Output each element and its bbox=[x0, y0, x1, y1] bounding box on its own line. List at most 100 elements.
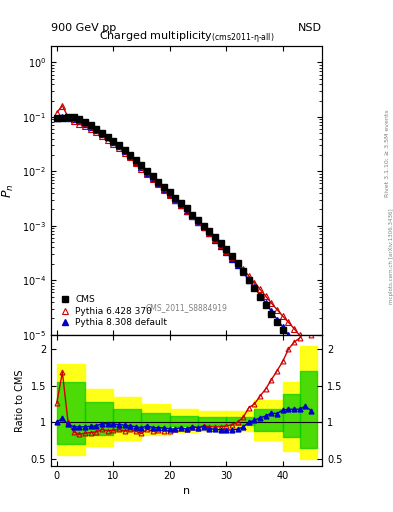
Pythia 6.428 370 bbox=[196, 219, 200, 225]
CMS bbox=[252, 285, 257, 291]
Pythia 8.308 default bbox=[134, 159, 138, 165]
Pythia 6.428 370 bbox=[162, 187, 167, 193]
CMS bbox=[224, 246, 229, 252]
Pythia 8.308 default bbox=[151, 175, 155, 181]
CMS bbox=[184, 205, 189, 211]
Pythia 8.308 default bbox=[235, 262, 240, 268]
CMS bbox=[241, 268, 246, 274]
CMS bbox=[156, 179, 161, 185]
Y-axis label: Ratio to CMS: Ratio to CMS bbox=[15, 369, 25, 432]
Pythia 6.428 370 bbox=[269, 300, 274, 306]
Pythia 6.428 370 bbox=[241, 266, 246, 272]
Pythia 6.428 370 bbox=[134, 160, 138, 166]
Pythia 8.308 default bbox=[263, 300, 268, 306]
Pythia 6.428 370 bbox=[258, 286, 263, 292]
CMS bbox=[292, 343, 296, 349]
X-axis label: n: n bbox=[183, 486, 190, 496]
Pythia 6.428 370 bbox=[94, 130, 99, 136]
Pythia 8.308 default bbox=[94, 127, 99, 133]
CMS bbox=[297, 351, 302, 357]
Pythia 6.428 370 bbox=[116, 145, 121, 151]
Pythia 8.308 default bbox=[105, 134, 110, 140]
Pythia 6.428 370 bbox=[145, 171, 149, 177]
CMS bbox=[66, 114, 70, 120]
Pythia 6.428 370 bbox=[263, 293, 268, 300]
CMS bbox=[60, 115, 65, 121]
Pythia 6.428 370 bbox=[235, 260, 240, 266]
CMS bbox=[286, 335, 291, 342]
CMS bbox=[111, 138, 116, 144]
CMS bbox=[116, 142, 121, 148]
Pythia 6.428 370 bbox=[72, 118, 76, 124]
Pythia 8.308 default bbox=[128, 153, 132, 159]
CMS bbox=[105, 134, 110, 140]
CMS bbox=[218, 240, 223, 246]
CMS bbox=[303, 358, 308, 365]
CMS bbox=[139, 162, 144, 168]
Pythia 6.428 370 bbox=[99, 133, 104, 139]
Pythia 6.428 370 bbox=[292, 326, 296, 332]
Pythia 6.428 370 bbox=[184, 207, 189, 214]
CMS bbox=[99, 130, 104, 136]
Pythia 6.428 370 bbox=[246, 273, 251, 279]
Pythia 6.428 370 bbox=[252, 280, 257, 286]
CMS bbox=[94, 126, 99, 132]
CMS bbox=[167, 189, 172, 195]
Pythia 8.308 default bbox=[280, 324, 285, 330]
Title: Charged multiplicity$_{\mathsf{(cms2011\text{-}\eta\text{-}all)}}$: Charged multiplicity$_{\mathsf{(cms2011\… bbox=[99, 30, 274, 46]
CMS bbox=[145, 168, 149, 175]
CMS bbox=[151, 173, 155, 179]
Pythia 8.308 default bbox=[156, 180, 161, 186]
Pythia 8.308 default bbox=[99, 131, 104, 137]
Pythia 8.308 default bbox=[241, 269, 246, 275]
Pythia 8.308 default bbox=[224, 249, 229, 255]
Text: CMS_2011_S8884919: CMS_2011_S8884919 bbox=[146, 303, 228, 312]
Pythia 8.308 default bbox=[292, 339, 296, 345]
CMS bbox=[258, 293, 263, 300]
CMS bbox=[162, 184, 167, 190]
Pythia 6.428 370 bbox=[230, 254, 234, 260]
CMS bbox=[122, 146, 127, 153]
Pythia 6.428 370 bbox=[224, 248, 229, 254]
Line: Pythia 8.308 default: Pythia 8.308 default bbox=[54, 114, 314, 367]
Text: Rivet 3.1.10; ≥ 3.5M events: Rivet 3.1.10; ≥ 3.5M events bbox=[385, 110, 389, 198]
CMS bbox=[134, 157, 138, 163]
Pythia 8.308 default bbox=[66, 115, 70, 121]
Pythia 8.308 default bbox=[252, 284, 257, 290]
Text: 900 GeV pp: 900 GeV pp bbox=[51, 23, 116, 33]
Y-axis label: $P_n$: $P_n$ bbox=[1, 183, 17, 198]
CMS bbox=[309, 365, 313, 371]
CMS bbox=[230, 253, 234, 259]
CMS bbox=[196, 217, 200, 223]
Pythia 8.308 default bbox=[179, 202, 184, 208]
Pythia 8.308 default bbox=[309, 361, 313, 367]
Pythia 6.428 370 bbox=[151, 176, 155, 182]
Pythia 6.428 370 bbox=[122, 150, 127, 156]
Pythia 6.428 370 bbox=[66, 114, 70, 120]
Pythia 6.428 370 bbox=[77, 121, 82, 127]
Pythia 6.428 370 bbox=[280, 313, 285, 319]
CMS bbox=[88, 122, 93, 129]
Pythia 8.308 default bbox=[72, 116, 76, 122]
Pythia 8.308 default bbox=[122, 147, 127, 154]
CMS bbox=[72, 114, 76, 120]
Pythia 6.428 370 bbox=[83, 123, 87, 129]
Pythia 6.428 370 bbox=[111, 141, 116, 147]
Pythia 6.428 370 bbox=[88, 126, 93, 132]
Pythia 6.428 370 bbox=[303, 339, 308, 346]
CMS bbox=[235, 260, 240, 266]
Text: mcplots.cern.ch [arXiv:1306.3436]: mcplots.cern.ch [arXiv:1306.3436] bbox=[389, 208, 393, 304]
Pythia 6.428 370 bbox=[105, 137, 110, 143]
CMS bbox=[173, 195, 178, 201]
Pythia 6.428 370 bbox=[213, 236, 217, 242]
Text: NSD: NSD bbox=[298, 23, 322, 33]
Pythia 6.428 370 bbox=[173, 197, 178, 203]
Pythia 8.308 default bbox=[139, 164, 144, 170]
Pythia 6.428 370 bbox=[297, 332, 302, 338]
CMS bbox=[213, 234, 217, 240]
CMS bbox=[275, 319, 279, 325]
CMS bbox=[201, 223, 206, 229]
CMS bbox=[207, 228, 211, 234]
Pythia 8.308 default bbox=[83, 121, 87, 127]
Pythia 8.308 default bbox=[207, 230, 211, 237]
